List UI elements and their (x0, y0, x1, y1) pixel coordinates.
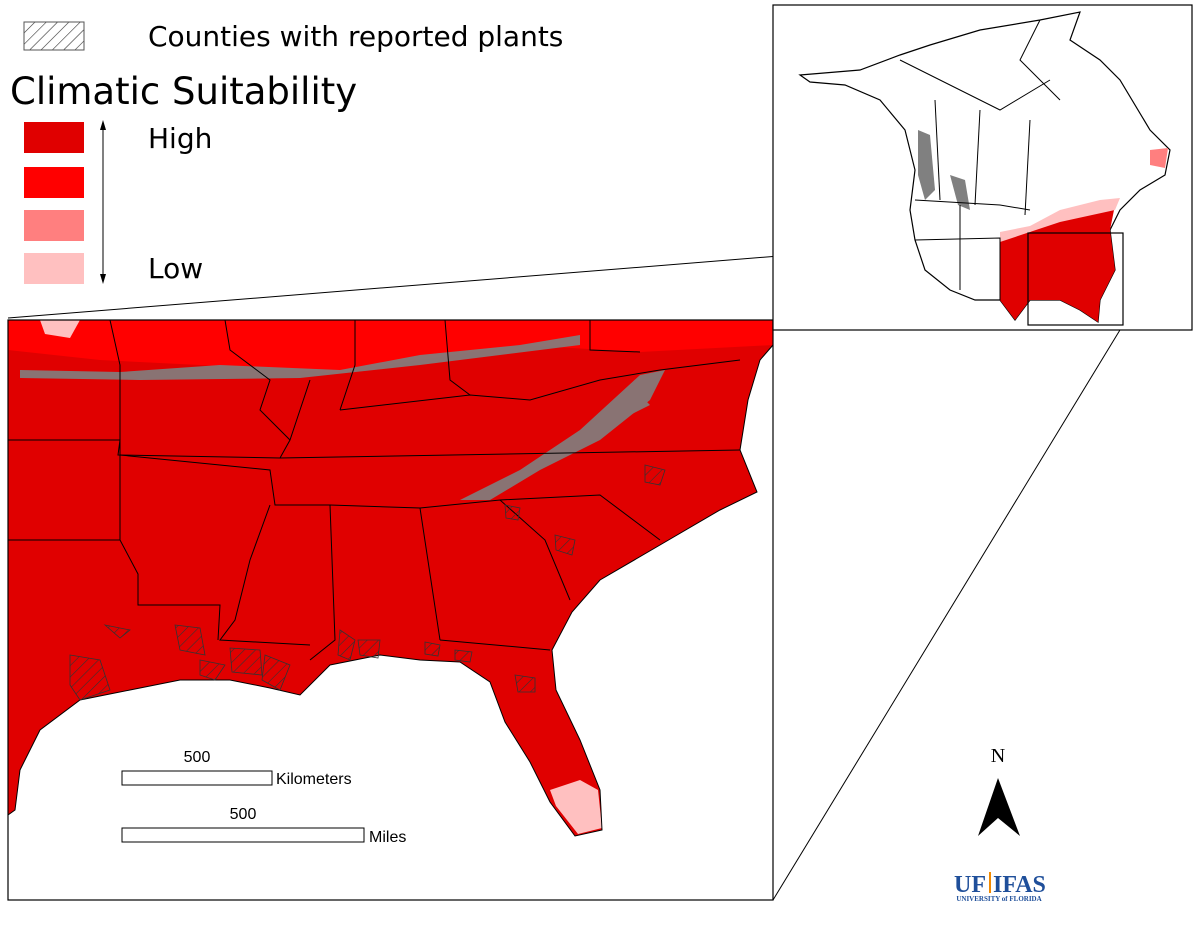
legend-high: High (148, 122, 212, 155)
hatch-label: Counties with reported plants (148, 20, 563, 53)
scale-bar-km: 500 Kilometers (121, 749, 352, 788)
inset-map (772, 4, 1193, 331)
swatch-3 (24, 210, 84, 241)
scale-unit: Kilometers (276, 771, 352, 788)
legend-low: Low (148, 252, 203, 285)
swatch-2 (24, 167, 84, 198)
north-arrow: N (978, 745, 1020, 836)
scale-unit: Miles (369, 829, 406, 846)
main-map (7, 319, 774, 901)
logo: UF IFAS UNIVERSITY of FLORIDA (954, 872, 1046, 903)
north-label: N (991, 745, 1005, 767)
scale-distance: 500 (184, 749, 211, 766)
scale-bar-mi: 500 Miles (121, 806, 406, 846)
logo-left: UF (954, 872, 986, 898)
zoom-line (772, 324, 1124, 901)
scale-distance: 500 (230, 806, 257, 823)
hatch-swatch (23, 21, 85, 51)
logo-right: IFAS (993, 872, 1046, 898)
logo-subtitle: UNIVERSITY of FLORIDA (956, 895, 1041, 903)
swatch-1 (24, 122, 84, 153)
gradient-arrow (100, 120, 106, 284)
swatch-4 (24, 253, 84, 284)
legend-title: Climatic Suitability (10, 70, 357, 113)
